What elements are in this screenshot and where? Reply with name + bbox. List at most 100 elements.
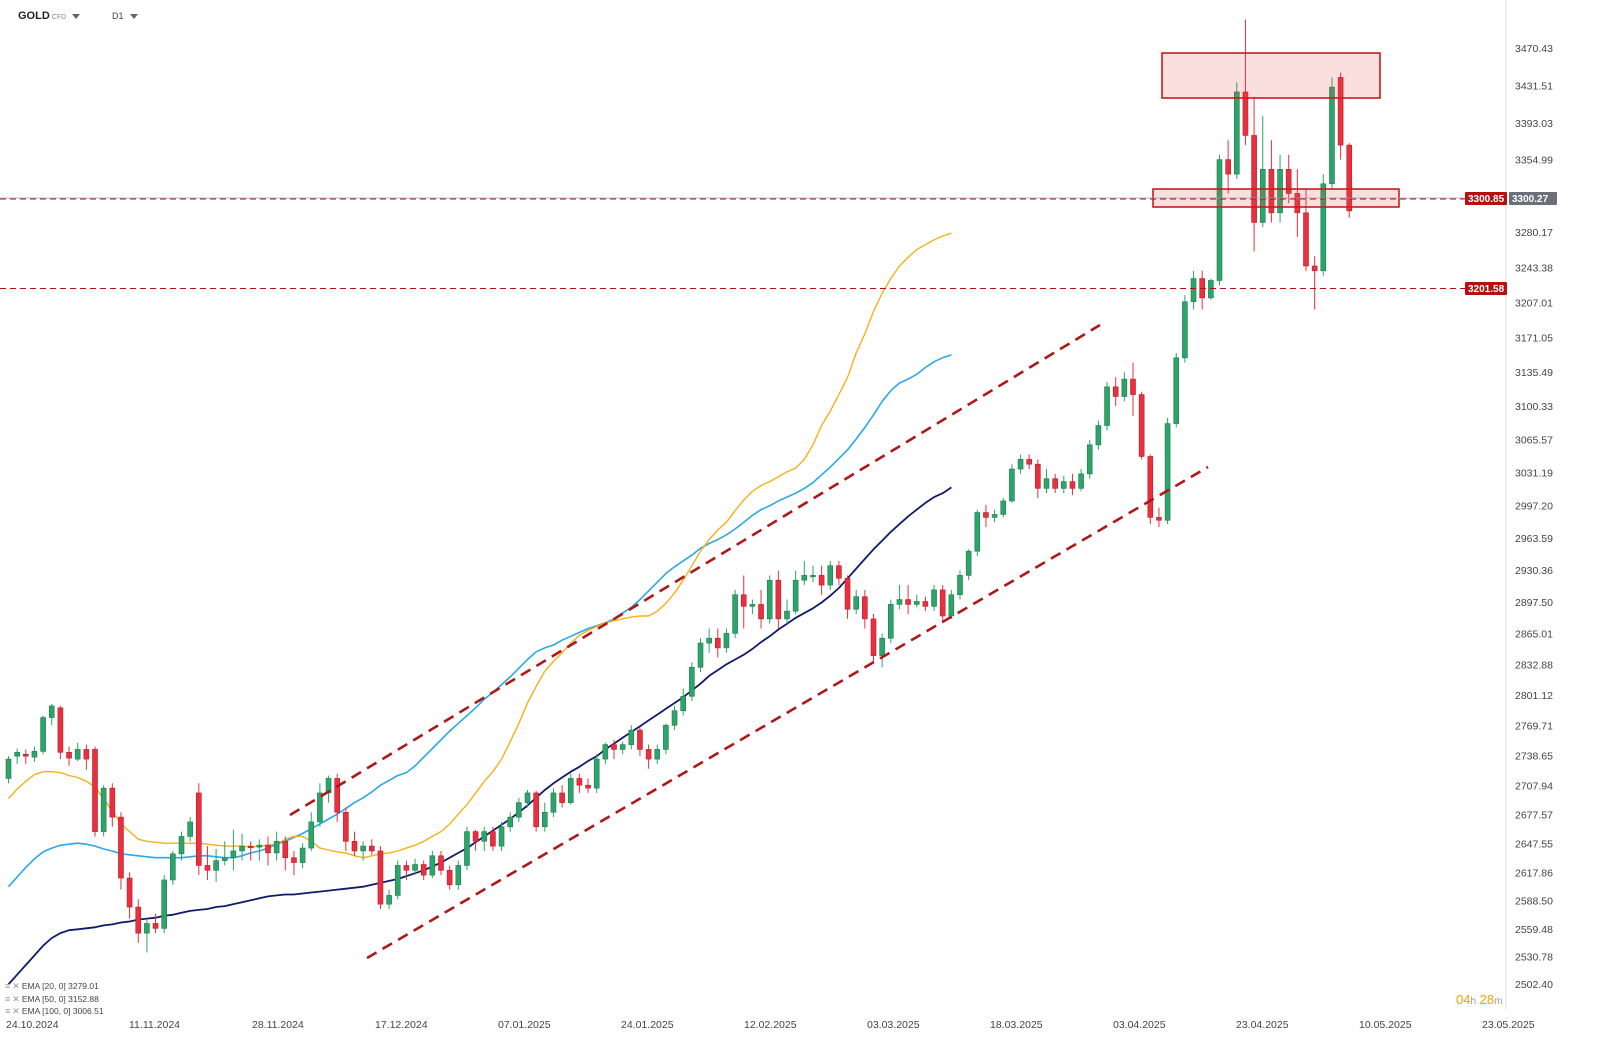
candle-up[interactable] xyxy=(14,752,20,757)
settings-icon[interactable]: ≡ xyxy=(5,1006,11,1016)
candle-up[interactable] xyxy=(913,601,920,605)
candle-down[interactable] xyxy=(714,637,721,649)
candle-up[interactable] xyxy=(412,864,418,871)
candle-up[interactable] xyxy=(239,845,245,852)
candle-up[interactable] xyxy=(619,744,626,750)
candle-down[interactable] xyxy=(438,855,444,871)
candle-down[interactable] xyxy=(247,845,254,848)
candle-down[interactable] xyxy=(905,599,911,605)
candle-down[interactable] xyxy=(1156,517,1162,521)
candle-up[interactable] xyxy=(1078,473,1084,489)
candle-down[interactable] xyxy=(83,749,90,760)
candle-up[interactable] xyxy=(273,840,280,854)
candle-down[interactable] xyxy=(645,749,652,760)
candle-down[interactable] xyxy=(1026,459,1032,465)
candle-up[interactable] xyxy=(1329,86,1335,185)
candle-up[interactable] xyxy=(827,565,834,586)
candle-down[interactable] xyxy=(109,787,116,818)
candle-up[interactable] xyxy=(810,575,816,578)
candle-up[interactable] xyxy=(1095,425,1102,446)
candle-up[interactable] xyxy=(213,860,219,871)
candle-down[interactable] xyxy=(862,596,868,620)
candle-up[interactable] xyxy=(48,705,55,718)
candle-down[interactable] xyxy=(1268,168,1275,214)
candle-up[interactable] xyxy=(308,821,315,849)
candle-down[interactable] xyxy=(334,778,341,813)
candle-up[interactable] xyxy=(1208,280,1214,299)
candle-down[interactable] xyxy=(446,869,453,886)
candle-down[interactable] xyxy=(983,512,989,518)
candle-down[interactable] xyxy=(870,618,877,656)
candle-down[interactable] xyxy=(1337,77,1344,146)
candle-up[interactable] xyxy=(187,821,193,837)
candle-up[interactable] xyxy=(723,633,730,649)
candle-down[interactable] xyxy=(66,752,72,759)
candle-down[interactable] xyxy=(368,845,375,852)
candle-down[interactable] xyxy=(1242,91,1249,136)
candle-up[interactable] xyxy=(593,758,600,789)
candle-up[interactable] xyxy=(40,717,46,752)
close-icon[interactable]: ✕ xyxy=(12,993,20,1004)
candle-down[interactable] xyxy=(818,575,825,586)
candle-up[interactable] xyxy=(1104,386,1110,426)
candle-up[interactable] xyxy=(628,729,635,745)
candle-up[interactable] xyxy=(602,744,609,760)
candle-up[interactable] xyxy=(178,836,185,855)
candle-up[interactable] xyxy=(1009,468,1015,502)
candle-up[interactable] xyxy=(1043,478,1050,489)
candle-down[interactable] xyxy=(1052,478,1058,489)
close-icon[interactable]: ✕ xyxy=(12,981,20,991)
candle-up[interactable] xyxy=(1017,459,1024,470)
candle-up[interactable] xyxy=(498,826,505,847)
candle-down[interactable] xyxy=(576,778,583,786)
candle-up[interactable] xyxy=(1320,183,1327,272)
candle-down[interactable] xyxy=(775,579,782,620)
candle-up[interactable] xyxy=(464,831,470,866)
candle-up[interactable] xyxy=(706,637,712,644)
channel-lower-trendline[interactable] xyxy=(366,465,1209,960)
candle-up[interactable] xyxy=(170,853,176,881)
candle-down[interactable] xyxy=(939,589,946,617)
candle-up[interactable] xyxy=(1259,168,1266,223)
candle-down[interactable] xyxy=(57,707,64,753)
candle-up[interactable] xyxy=(680,695,687,712)
candle-down[interactable] xyxy=(559,792,565,803)
candle-up[interactable] xyxy=(31,751,38,758)
candle-down[interactable] xyxy=(1130,378,1136,395)
candle-down[interactable] xyxy=(351,840,358,852)
candle-up[interactable] xyxy=(386,895,392,905)
candle-down[interactable] xyxy=(1311,265,1318,272)
candle-up[interactable] xyxy=(974,512,981,552)
candle-down[interactable] xyxy=(758,604,764,620)
candle-down[interactable] xyxy=(1147,456,1154,518)
candle-down[interactable] xyxy=(1035,463,1041,489)
candle-up[interactable] xyxy=(256,844,263,848)
candle-up[interactable] xyxy=(1086,444,1093,475)
candle-up[interactable] xyxy=(1182,301,1188,359)
candle-up[interactable] xyxy=(1000,500,1007,515)
candle-up[interactable] xyxy=(749,604,756,607)
legend-ema100[interactable]: ≡ ✕ EMA [100, 0] 3006.51 xyxy=(5,1005,104,1018)
candle-down[interactable] xyxy=(343,811,349,842)
candle-up[interactable] xyxy=(221,857,228,861)
candle-up[interactable] xyxy=(931,589,937,607)
candle-up[interactable] xyxy=(144,923,150,934)
settings-icon[interactable]: ≡ xyxy=(5,993,11,1004)
candle-up[interactable] xyxy=(317,792,323,823)
candle-up[interactable] xyxy=(1061,481,1067,489)
candle-down[interactable] xyxy=(92,749,98,832)
candle-up[interactable] xyxy=(541,811,548,828)
candle-down[interactable] xyxy=(1251,135,1257,223)
candle-up[interactable] xyxy=(991,514,998,518)
candle-down[interactable] xyxy=(1285,168,1292,194)
candle-down[interactable] xyxy=(291,857,297,863)
candle-down[interactable] xyxy=(1346,144,1353,212)
candle-up[interactable] xyxy=(230,850,237,859)
candle-down[interactable] xyxy=(1303,212,1309,267)
candle-up[interactable] xyxy=(524,792,531,803)
candle-down[interactable] xyxy=(472,831,479,842)
candle-down[interactable] xyxy=(611,744,617,750)
candle-up[interactable] xyxy=(1216,159,1223,281)
candle-up[interactable] xyxy=(394,865,401,896)
